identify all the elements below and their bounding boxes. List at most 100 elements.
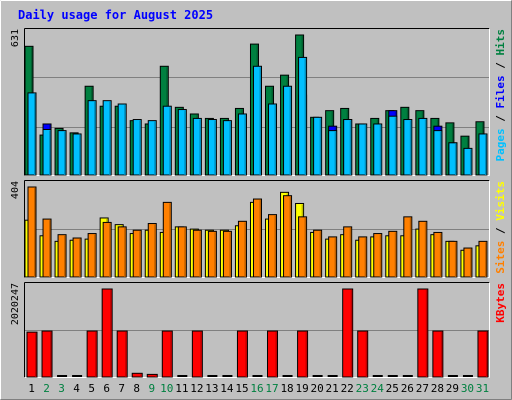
bar-sites (162, 201, 172, 278)
bar-shade (304, 217, 307, 277)
bar-shade (109, 101, 111, 175)
bar-kbytes (447, 375, 458, 377)
bar-sites (27, 186, 37, 278)
bar-sites (87, 233, 97, 278)
bar-sites (252, 198, 262, 278)
bar-kbytes (417, 288, 429, 378)
x-tick-label: 20 (311, 382, 324, 395)
bar-pages (463, 147, 473, 176)
bar-shade (259, 200, 261, 277)
bar-kbytes (161, 330, 173, 378)
bar-pages (343, 119, 353, 176)
bar-kbytes (57, 375, 68, 377)
right-legend: Sites / Visits (494, 181, 507, 274)
bar-pages (132, 119, 142, 176)
bar-shade (169, 107, 171, 175)
bar-sites (42, 218, 52, 278)
bar-kbytes (297, 330, 309, 378)
x-tick-label: 30 (461, 382, 474, 395)
x-tick-label: 31 (476, 382, 489, 395)
bar-kbytes (252, 375, 263, 377)
bar-shade (440, 332, 443, 377)
bar-pages (478, 133, 488, 176)
bar-shade (64, 131, 66, 175)
bar-shade (124, 227, 126, 277)
bar-shade (424, 119, 427, 175)
bar-sites (298, 216, 308, 278)
bar-shade (365, 332, 368, 377)
bar-sites (313, 229, 323, 278)
bar-pages (57, 130, 67, 176)
bar-shade (454, 242, 457, 277)
bar-sites (373, 233, 383, 278)
bar-shade (110, 290, 112, 377)
bar-sites (478, 240, 488, 278)
x-tick-label: 23 (356, 382, 369, 395)
bar-pages (433, 130, 443, 176)
legend-separator: / (494, 221, 507, 241)
x-tick-label: 26 (401, 382, 414, 395)
bar-shade (79, 239, 81, 277)
bar-sites (268, 214, 278, 278)
bar-shade (184, 227, 186, 277)
bar-kbytes (462, 375, 473, 377)
bar-kbytes (327, 375, 338, 377)
right-legend: Pages / Files / Hits (494, 29, 507, 162)
bar-shade (244, 114, 246, 175)
bar-sites (328, 236, 338, 278)
bar-shade (34, 188, 36, 277)
bar-shade (289, 196, 292, 277)
bar-kbytes (101, 288, 113, 378)
bar-kbytes (72, 375, 83, 377)
x-tick-label: 17 (265, 382, 278, 395)
bar-shade (34, 93, 36, 175)
bar-kbytes (207, 375, 218, 377)
bar-shade (364, 124, 367, 175)
bar-shade (49, 130, 51, 175)
x-tick-label: 14 (220, 382, 234, 395)
x-tick-label: 21 (326, 382, 339, 395)
legend-visits: Visits (494, 181, 507, 221)
bar-shade (245, 332, 247, 377)
chart-panel-2: 404 Sites / Visits (10, 180, 507, 278)
bar-shade (214, 120, 216, 175)
bar-shade (334, 237, 337, 277)
legend-pages: Pages (494, 128, 507, 161)
x-tick-label: 12 (190, 382, 203, 395)
bar-pages (162, 105, 172, 176)
bar-shade (244, 222, 246, 277)
bar-shade (425, 290, 428, 377)
x-tick-label: 9 (148, 382, 155, 395)
legend-kbytes: KBytes (494, 283, 507, 323)
bar-shade (95, 332, 97, 377)
bar-shade (154, 121, 156, 175)
bar-sites (448, 240, 458, 278)
bar-shade (424, 222, 427, 277)
bar-shade (379, 234, 382, 277)
bar-sites (117, 226, 127, 278)
bar-sites (132, 229, 142, 278)
bar-shade (409, 120, 412, 175)
bar-sites (192, 229, 202, 278)
bar-sites (358, 236, 368, 278)
bar-shade (50, 332, 52, 377)
bar-shade (454, 143, 457, 175)
bar-pages (403, 119, 413, 176)
bar-kbytes (342, 288, 354, 378)
bar-kbytes (357, 330, 369, 378)
bar-shade (379, 124, 382, 175)
bar-shade (409, 217, 412, 277)
bar-pages (147, 120, 157, 176)
bar-shade (199, 119, 201, 175)
x-tick-label: 8 (133, 382, 140, 395)
x-tick-label: 28 (431, 382, 444, 395)
x-tick-label: 19 (295, 382, 308, 395)
bar-kbytes (372, 375, 383, 377)
bar-pages (72, 133, 82, 176)
legend-files: Files (494, 75, 507, 108)
bar-shade (154, 224, 156, 277)
bar-shade (439, 233, 442, 277)
legend-sites: Sites (494, 241, 507, 274)
bar-shade (109, 223, 111, 277)
bar-sites (463, 247, 473, 278)
